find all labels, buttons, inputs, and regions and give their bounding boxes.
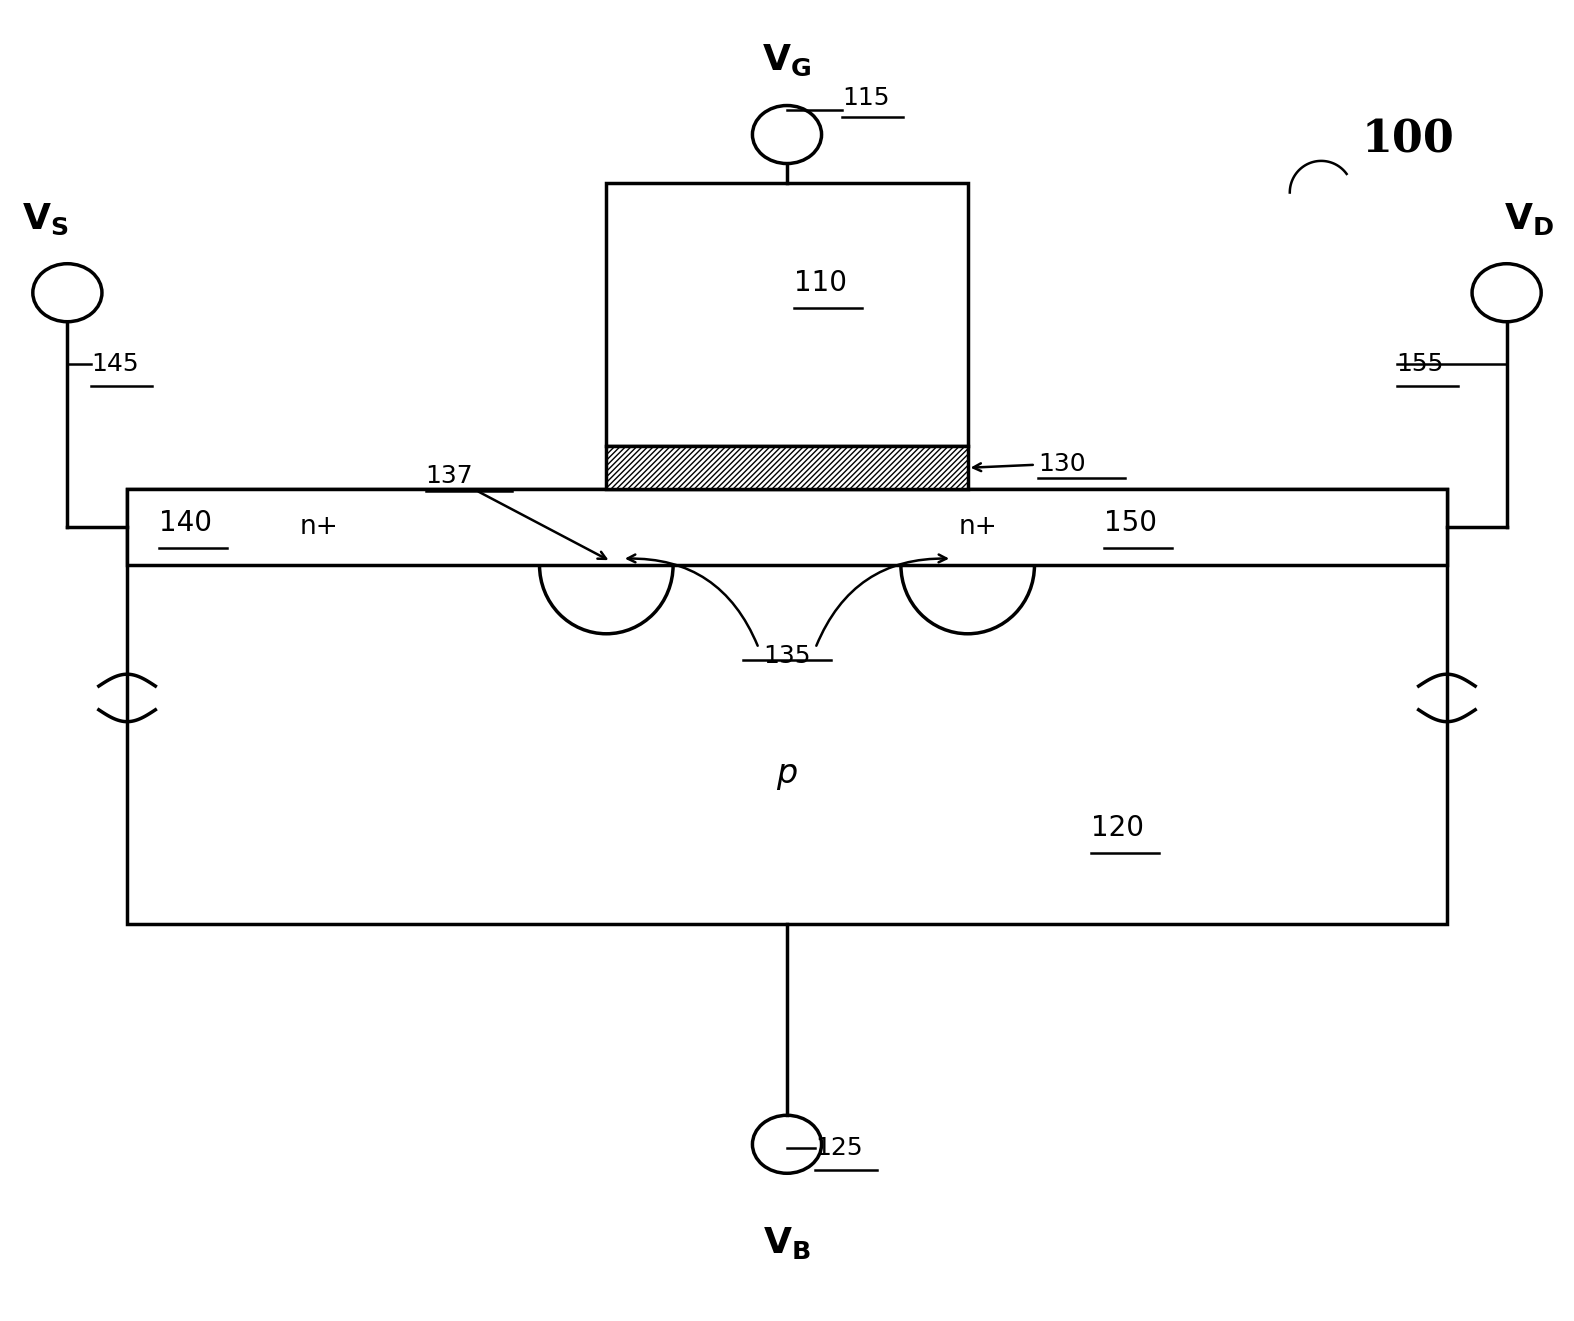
Text: $\mathbf{V_D}$: $\mathbf{V_D}$ <box>1503 201 1554 236</box>
Text: 130: 130 <box>973 452 1086 476</box>
Text: 135: 135 <box>763 645 811 668</box>
Bar <box>606 182 968 446</box>
Text: 110: 110 <box>795 269 847 297</box>
Text: 100: 100 <box>1362 119 1454 161</box>
Text: n+: n+ <box>301 514 338 540</box>
Text: p: p <box>776 757 798 790</box>
Text: 145: 145 <box>91 351 139 376</box>
Bar <box>127 489 1447 925</box>
Text: 125: 125 <box>815 1136 863 1160</box>
Text: 150: 150 <box>1103 510 1157 538</box>
Text: 140: 140 <box>159 510 211 538</box>
Text: 115: 115 <box>842 86 889 111</box>
Bar <box>606 446 968 489</box>
Text: 120: 120 <box>1091 815 1144 843</box>
Text: 155: 155 <box>1396 351 1443 376</box>
Text: $\mathbf{V_S}$: $\mathbf{V_S}$ <box>22 201 69 236</box>
Text: $\mathbf{V_B}$: $\mathbf{V_B}$ <box>763 1225 811 1262</box>
Bar <box>127 489 1447 565</box>
Text: n+: n+ <box>959 514 998 540</box>
Text: $\mathbf{V_G}$: $\mathbf{V_G}$ <box>762 44 812 78</box>
Text: 137: 137 <box>425 465 606 559</box>
